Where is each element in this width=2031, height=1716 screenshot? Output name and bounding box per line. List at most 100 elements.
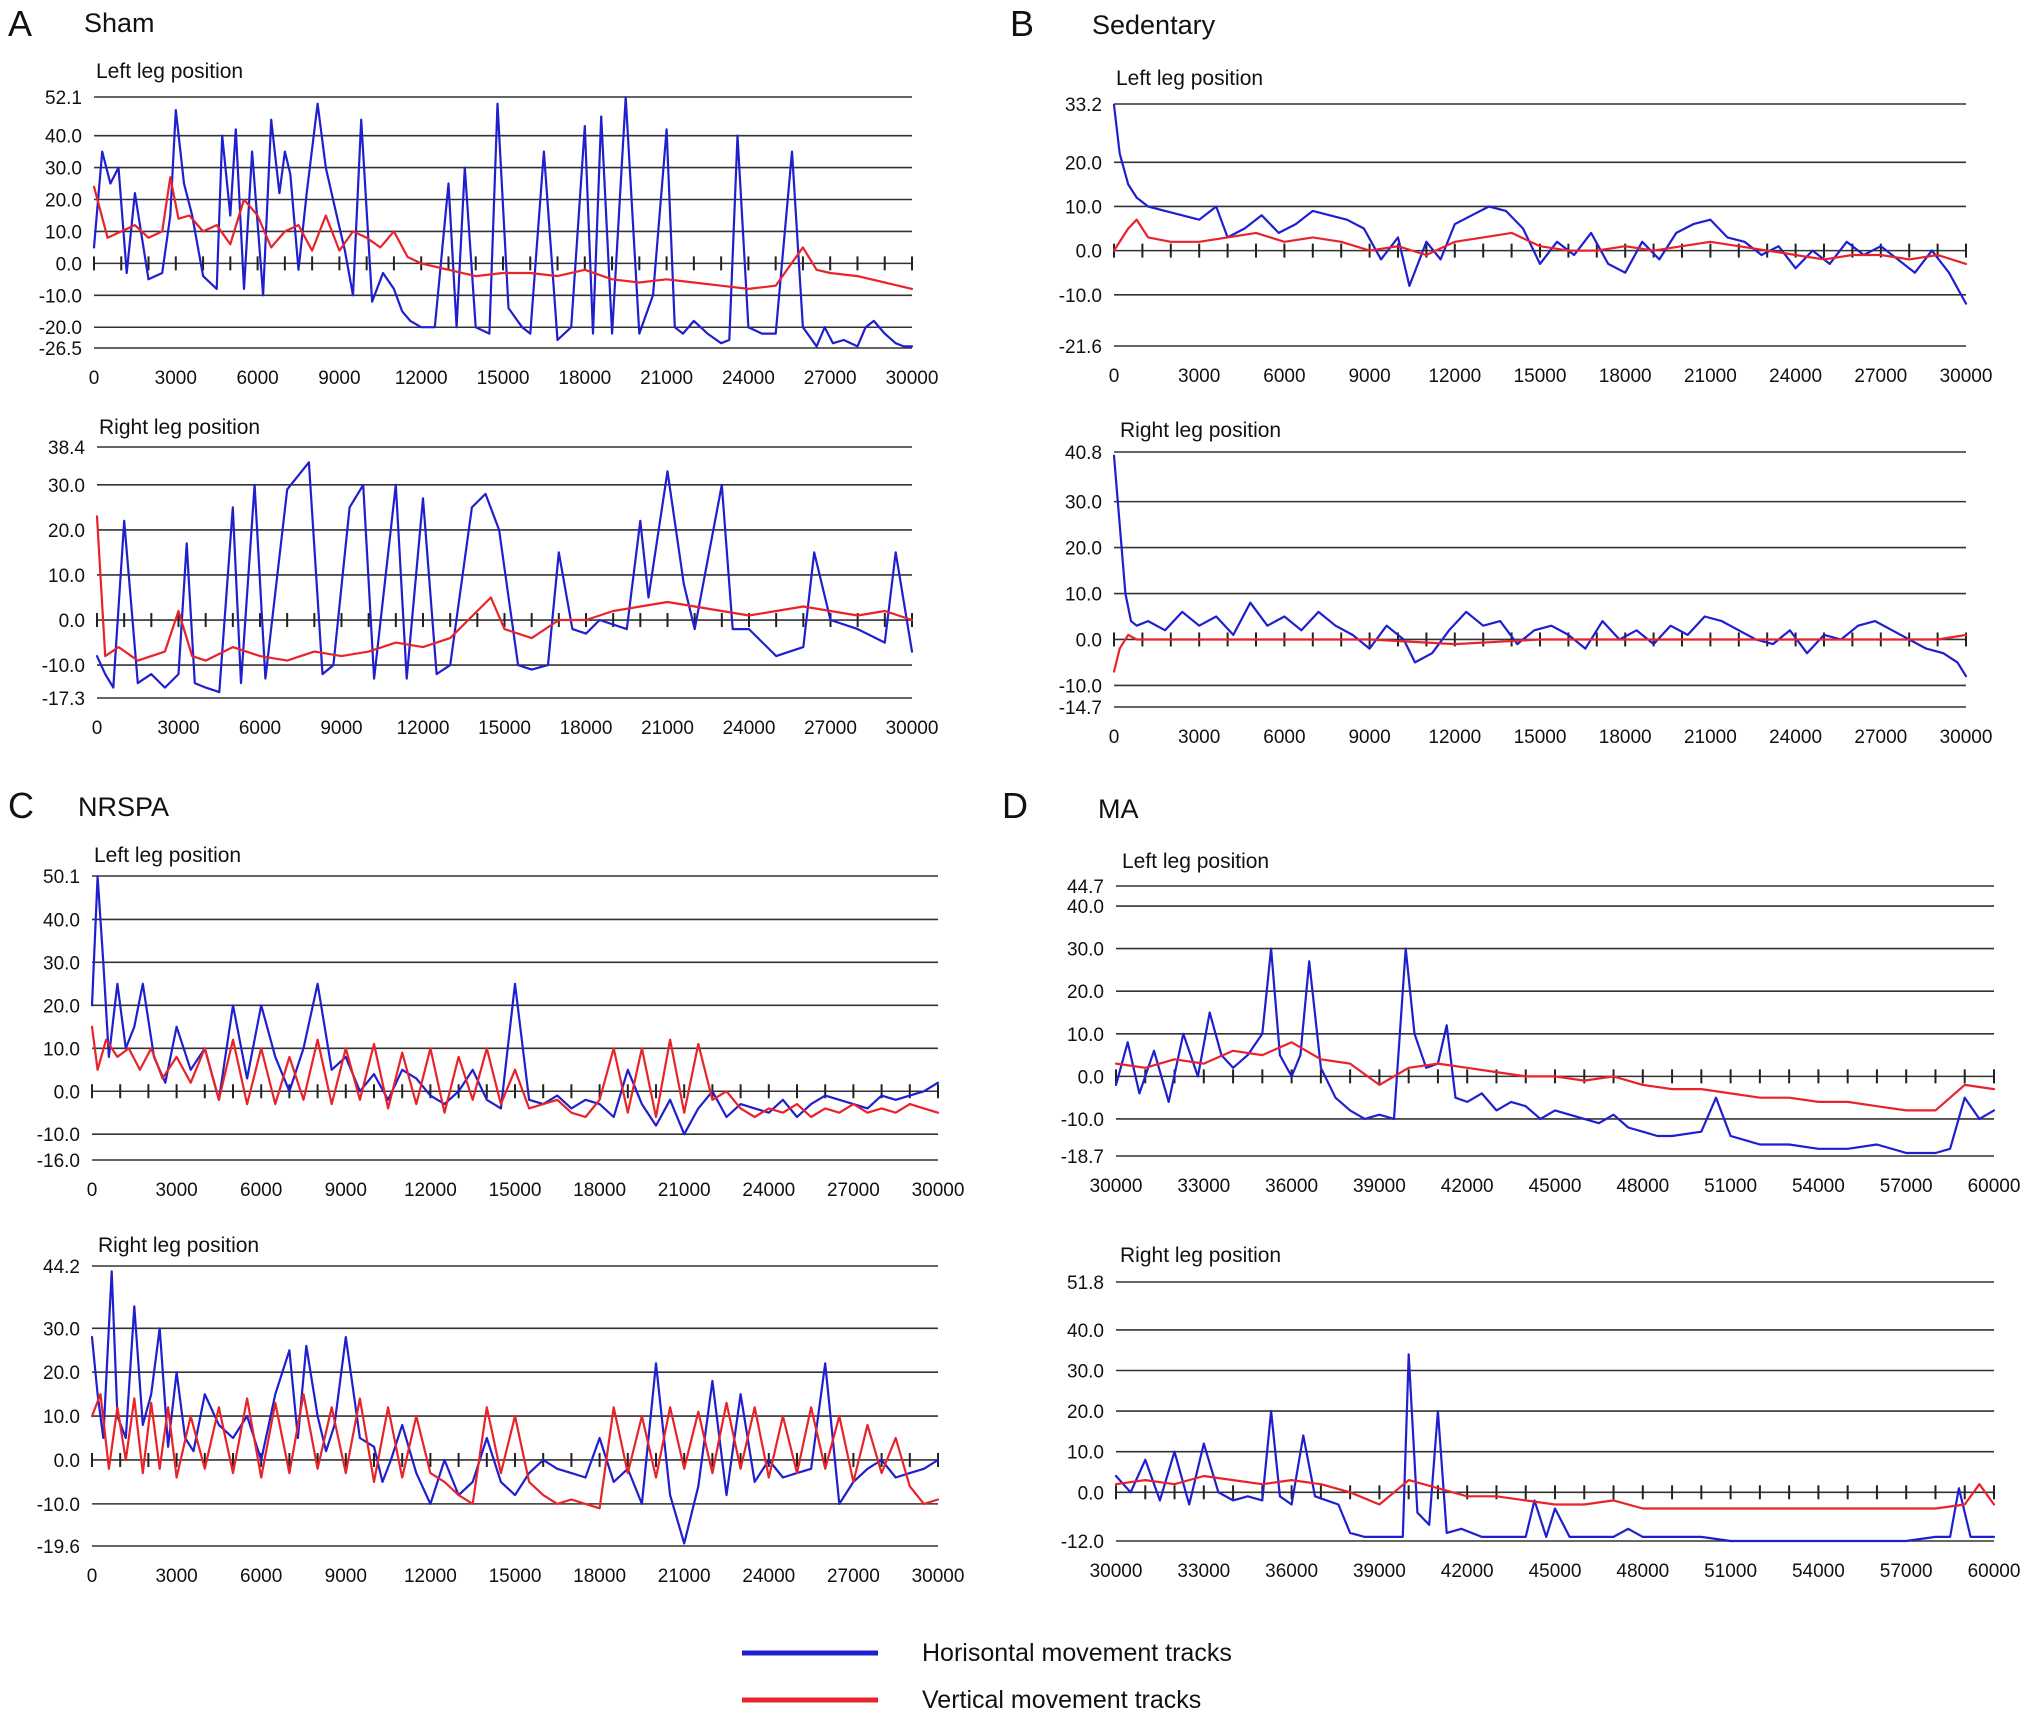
y-tick-label: 20.0 [1067, 982, 1104, 1003]
y-tick-label: 40.0 [45, 127, 82, 148]
y-tick-label: 20.0 [43, 1363, 80, 1384]
x-tick-label: 0 [87, 1566, 98, 1587]
x-tick-label: 60000 [1968, 1176, 2021, 1197]
y-tick-label: 51.8 [1067, 1273, 1104, 1294]
x-tick-label: 9000 [325, 1180, 367, 1201]
y-tick-label: 20.0 [43, 996, 80, 1017]
horizontal-track-line [1112, 454, 1968, 678]
subplot-title: Right leg position [99, 416, 260, 439]
y-tick-label: -10.0 [1059, 676, 1102, 697]
y-tick-label: 0.0 [59, 611, 85, 632]
x-tick-label: 0 [89, 368, 100, 389]
subplot-title: Right leg position [98, 1234, 259, 1257]
y-tick-label: 0.0 [54, 1082, 80, 1103]
y-tick-label: 30.0 [43, 1319, 80, 1340]
y-tick-label: 0.0 [56, 254, 82, 275]
vertical-track-line [95, 515, 914, 662]
x-tick-label: 3000 [155, 1566, 197, 1587]
x-tick-label: 24000 [722, 368, 775, 389]
subplot-title: Left leg position [1122, 850, 1269, 873]
x-tick-label: 18000 [558, 368, 611, 389]
y-tick-label: 10.0 [1067, 1443, 1104, 1464]
x-tick-label: 9000 [1348, 366, 1390, 387]
chart-d-right-leg: Right leg position 51.8 40.0 30.0 20.0 10.0 0.… [1061, 1244, 2021, 1582]
x-tick-label: 36000 [1265, 1561, 1318, 1582]
subplot-title: Left leg position [96, 60, 243, 83]
x-tick-label: 3000 [155, 368, 197, 389]
x-tick-label: 30000 [886, 368, 939, 389]
y-tick-label: -17.3 [42, 689, 85, 710]
x-tick-label: 12000 [1428, 727, 1481, 748]
x-tick-label: 30000 [1940, 366, 1993, 387]
x-tick-label: 57000 [1880, 1561, 1933, 1582]
x-tick-label: 15000 [477, 368, 530, 389]
y-tick-label: -10.0 [39, 286, 82, 307]
y-tick-label: 10.0 [45, 222, 82, 243]
x-tick-label: 33000 [1177, 1561, 1230, 1582]
x-tick-label: 51000 [1704, 1561, 1757, 1582]
chart-c-left-leg: Left leg position 50.1 40.0 30.0 20.0 10.0 0.0… [37, 844, 965, 1201]
chart-b-right-leg: Right leg position 40.8 30.0 20.0 10.0 0.0 -10… [1059, 419, 1993, 748]
x-tick-label: 6000 [240, 1566, 282, 1587]
x-tick-label: 27000 [827, 1566, 880, 1587]
y-tick-label: 40.0 [43, 910, 80, 931]
x-tick-label: 48000 [1616, 1176, 1669, 1197]
subplot-title: Left leg position [94, 844, 241, 867]
x-tick-label: 27000 [827, 1180, 880, 1201]
panel-title-c: NRSPA [78, 792, 169, 822]
x-tick-label: 9000 [1348, 727, 1390, 748]
horizontal-track-line [95, 461, 914, 694]
x-tick-label: 24000 [723, 718, 776, 739]
chart-c-right-leg: Right leg position 44.2 30.0 20.0 10.0 0.0 -10… [37, 1234, 965, 1587]
x-tick-label: 6000 [240, 1180, 282, 1201]
x-tick-label: 27000 [804, 368, 857, 389]
y-tick-label: 0.0 [54, 1451, 80, 1472]
panel-letter-d: D [1002, 785, 1028, 826]
y-tick-label: 10.0 [1065, 197, 1102, 218]
y-tick-label: 0.0 [1078, 1067, 1104, 1088]
y-tick-label: 20.0 [1065, 153, 1102, 174]
x-tick-label: 27000 [1854, 727, 1907, 748]
y-tick-label: -18.7 [1061, 1147, 1104, 1168]
y-tick-label: 10.0 [43, 1039, 80, 1060]
vertical-track-line [1114, 1041, 1996, 1112]
vertical-track-line [1114, 1474, 1996, 1510]
x-tick-label: 42000 [1441, 1561, 1494, 1582]
x-tick-label: 21000 [658, 1566, 711, 1587]
x-tick-label: 15000 [1514, 366, 1567, 387]
y-tick-label: -16.0 [37, 1151, 80, 1172]
vertical-track-line [1112, 218, 1968, 265]
x-tick-label: 15000 [489, 1180, 542, 1201]
y-tick-label: 33.2 [1065, 95, 1102, 116]
y-tick-label: 20.0 [1067, 1402, 1104, 1423]
x-tick-label: 36000 [1265, 1176, 1318, 1197]
y-tick-label: 52.1 [45, 88, 82, 109]
x-tick-label: 60000 [1968, 1561, 2021, 1582]
x-tick-label: 45000 [1529, 1561, 1582, 1582]
x-tick-label: 0 [1109, 366, 1120, 387]
chart-d-left-leg: Left leg position 44.740.0 30.0 20.0 10.0 0.0… [1061, 850, 2021, 1197]
x-tick-label: 21000 [1684, 727, 1737, 748]
y-tick-label: 0.0 [1078, 1483, 1104, 1504]
subplot-title: Right leg position [1120, 1244, 1281, 1267]
y-tick-label: 30.0 [48, 476, 85, 497]
y-tick-label: -12.0 [1061, 1532, 1104, 1553]
y-tick-label: 40.0 [1067, 897, 1104, 918]
x-tick-label: 6000 [236, 368, 278, 389]
y-tick-label: 44.7 [1067, 877, 1104, 898]
y-tick-label: -20.0 [39, 318, 82, 339]
x-tick-label: 15000 [1514, 727, 1567, 748]
x-tick-label: 30000 [886, 718, 939, 739]
chart-b-left-leg: Left leg position 33.2 20.0 10.0 0.0 -10.0 -21… [1059, 67, 1993, 387]
x-tick-label: 30000 [912, 1180, 965, 1201]
x-tick-label: 3000 [1178, 366, 1220, 387]
x-tick-label: 24000 [1769, 727, 1822, 748]
x-tick-label: 6000 [1263, 727, 1305, 748]
x-tick-label: 24000 [742, 1566, 795, 1587]
horizontal-track-line [90, 875, 940, 1136]
horizontal-track-line [1114, 1353, 1996, 1543]
y-tick-label: 10.0 [1065, 585, 1102, 606]
panel-title-a: Sham [84, 8, 155, 38]
y-tick-label: -10.0 [37, 1125, 80, 1146]
